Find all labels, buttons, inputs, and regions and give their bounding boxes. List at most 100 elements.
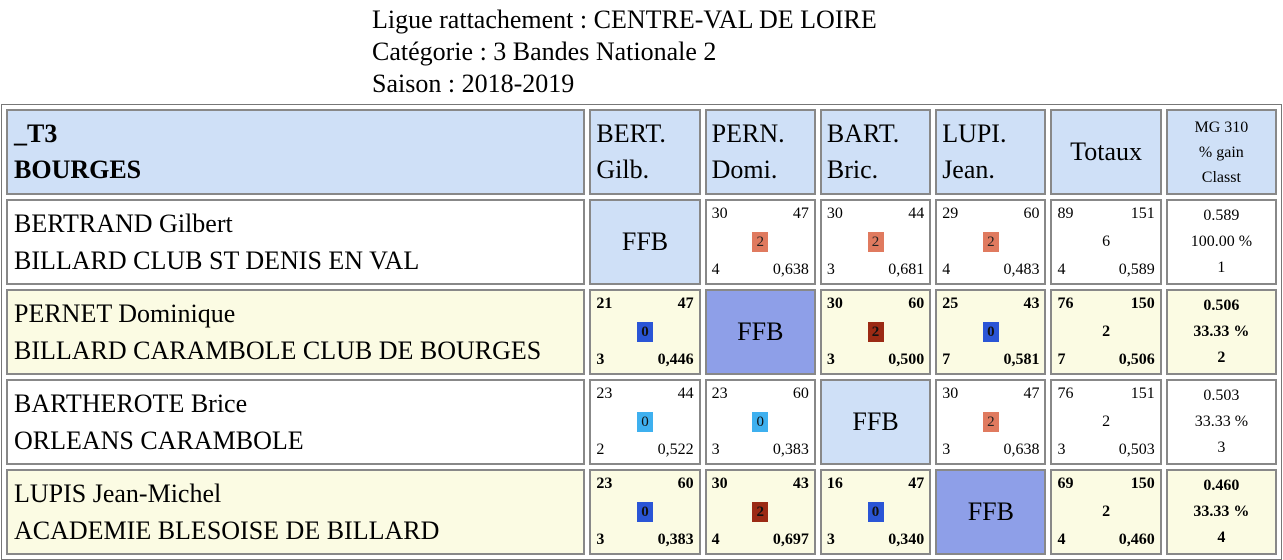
total-match-points: 2 [1102, 413, 1111, 430]
match-moyenne: 0,500 [888, 351, 925, 368]
ranking: 4 [1217, 529, 1226, 546]
match-moyenne: 0,581 [1003, 351, 1040, 368]
match-serie: 7 [942, 351, 951, 368]
total-points: 76 [1057, 385, 1074, 402]
match-result-badge: 2 [867, 232, 884, 252]
player-cell: PERNET Dominique BILLARD CARAMBOLE CLUB … [6, 289, 586, 375]
ffb-cell: FFB [589, 199, 701, 285]
match-serie: 3 [596, 531, 605, 548]
match-serie: 3 [711, 441, 720, 458]
table-header-row: _T3 BOURGES BERT. Gilb. PERN. Domi. BART… [6, 109, 1277, 195]
team-code: _T3 [14, 119, 58, 148]
match-cell: 30 43 2 4 0,697 [704, 469, 816, 555]
match-cell: 23 60 0 3 0,383 [704, 379, 816, 465]
player-club: ORLEANS CARAMBOLE [14, 426, 304, 455]
col-header-pern: PERN. Domi. [704, 109, 816, 195]
match-serie: 3 [826, 261, 835, 278]
page-header: Ligue rattachement : CENTRE-VAL DE LOIRE… [372, 4, 877, 100]
match-result-badge: 0 [637, 322, 654, 342]
player-club: BILLARD CARAMBOLE CLUB DE BOURGES [14, 336, 542, 365]
col-header-bert: BERT. Gilb. [589, 109, 701, 195]
match-cell: 25 43 0 7 0,581 [935, 289, 1047, 375]
match-serie: 4 [942, 261, 951, 278]
match-reprises: 60 [908, 295, 925, 312]
mg-value: 0.503 [1203, 387, 1240, 404]
total-match-points: 2 [1102, 503, 1111, 520]
team-header-cell: _T3 BOURGES [6, 109, 586, 195]
total-match-points: 2 [1102, 323, 1111, 340]
total-match-points: 6 [1102, 233, 1111, 250]
table-row: PERNET Dominique BILLARD CARAMBOLE CLUB … [6, 289, 1277, 375]
totals-cell: 76 151 2 3 0,503 [1050, 379, 1162, 465]
col-header-mg: MG 310 % gain Classt [1165, 109, 1277, 195]
match-result-badge: 2 [867, 322, 884, 342]
mg-value: 0.506 [1203, 297, 1240, 314]
match-cell: 29 60 2 4 0,483 [935, 199, 1047, 285]
match-points: 30 [711, 205, 728, 222]
mg-cell: 0.506 33.33 % 2 [1165, 289, 1277, 375]
ffb-cell: FFB [704, 289, 816, 375]
total-moyenne: 0,589 [1118, 261, 1155, 278]
gain-percent: 100.00 % [1190, 233, 1253, 250]
mg-cell: 0.589 100.00 % 1 [1165, 199, 1277, 285]
total-reprises: 151 [1130, 385, 1155, 402]
totals-cell: 89 151 6 4 0,589 [1050, 199, 1162, 285]
match-moyenne: 0,638 [772, 261, 809, 278]
ligue-line: Ligue rattachement : CENTRE-VAL DE LOIRE [372, 5, 877, 34]
player-name: LUPIS Jean-Michel [14, 479, 222, 508]
match-result-badge: 0 [867, 502, 884, 522]
match-points: 21 [596, 295, 613, 312]
total-serie: 7 [1057, 351, 1066, 368]
saison-line: Saison : 2018-2019 [372, 69, 575, 98]
col-header-line1: LUPI. [942, 119, 1007, 148]
match-points: 23 [711, 385, 728, 402]
match-moyenne: 0,340 [888, 531, 925, 548]
player-club: BILLARD CLUB ST DENIS EN VAL [14, 246, 420, 275]
col-header-line2: Jean. [942, 155, 995, 184]
totals-cell: 69 150 2 4 0,460 [1050, 469, 1162, 555]
total-moyenne: 0,506 [1118, 351, 1155, 368]
match-moyenne: 0,681 [888, 261, 925, 278]
match-points: 30 [711, 475, 728, 492]
match-reprises: 44 [908, 205, 925, 222]
table-row: BARTHEROTE Brice ORLEANS CARAMBOLE 23 44… [6, 379, 1277, 465]
match-reprises: 60 [792, 385, 809, 402]
match-serie: 3 [826, 351, 835, 368]
match-serie: 3 [942, 441, 951, 458]
mg-header-line3: Classt [1201, 168, 1241, 186]
match-reprises: 60 [677, 475, 694, 492]
gain-percent: 33.33 % [1193, 503, 1250, 520]
match-moyenne: 0,383 [772, 441, 809, 458]
mg-value: 0.589 [1203, 207, 1240, 224]
match-result-badge: 2 [982, 412, 999, 432]
col-header-line1: BERT. [596, 119, 666, 148]
player-cell: BERTRAND Gilbert BILLARD CLUB ST DENIS E… [6, 199, 586, 285]
total-reprises: 151 [1130, 205, 1155, 222]
match-cell: 30 60 2 3 0,500 [819, 289, 932, 375]
match-result-badge: 0 [752, 412, 769, 432]
match-moyenne: 0,383 [657, 531, 694, 548]
col-header-totaux: Totaux [1050, 109, 1162, 195]
match-reprises: 43 [1023, 295, 1040, 312]
match-points: 29 [942, 205, 959, 222]
match-cell: 21 47 0 3 0,446 [589, 289, 701, 375]
table-row: BERTRAND Gilbert BILLARD CLUB ST DENIS E… [6, 199, 1277, 285]
match-moyenne: 0,446 [657, 351, 694, 368]
match-cell: 30 47 2 4 0,638 [704, 199, 816, 285]
match-serie: 2 [596, 441, 605, 458]
player-cell: BARTHEROTE Brice ORLEANS CARAMBOLE [6, 379, 586, 465]
total-reprises: 150 [1130, 295, 1155, 312]
col-header-line1: PERN. [711, 119, 785, 148]
results-table: _T3 BOURGES BERT. Gilb. PERN. Domi. BART… [1, 104, 1282, 560]
col-header-line2: Domi. [711, 155, 778, 184]
match-result-badge: 2 [752, 502, 769, 522]
match-points: 30 [826, 295, 843, 312]
match-points: 16 [826, 475, 843, 492]
match-reprises: 44 [677, 385, 694, 402]
total-points: 89 [1057, 205, 1074, 222]
match-points: 25 [942, 295, 959, 312]
match-cell: 16 47 0 3 0,340 [819, 469, 932, 555]
total-serie: 4 [1057, 531, 1066, 548]
total-reprises: 150 [1130, 475, 1155, 492]
match-cell: 23 60 0 3 0,383 [589, 469, 701, 555]
